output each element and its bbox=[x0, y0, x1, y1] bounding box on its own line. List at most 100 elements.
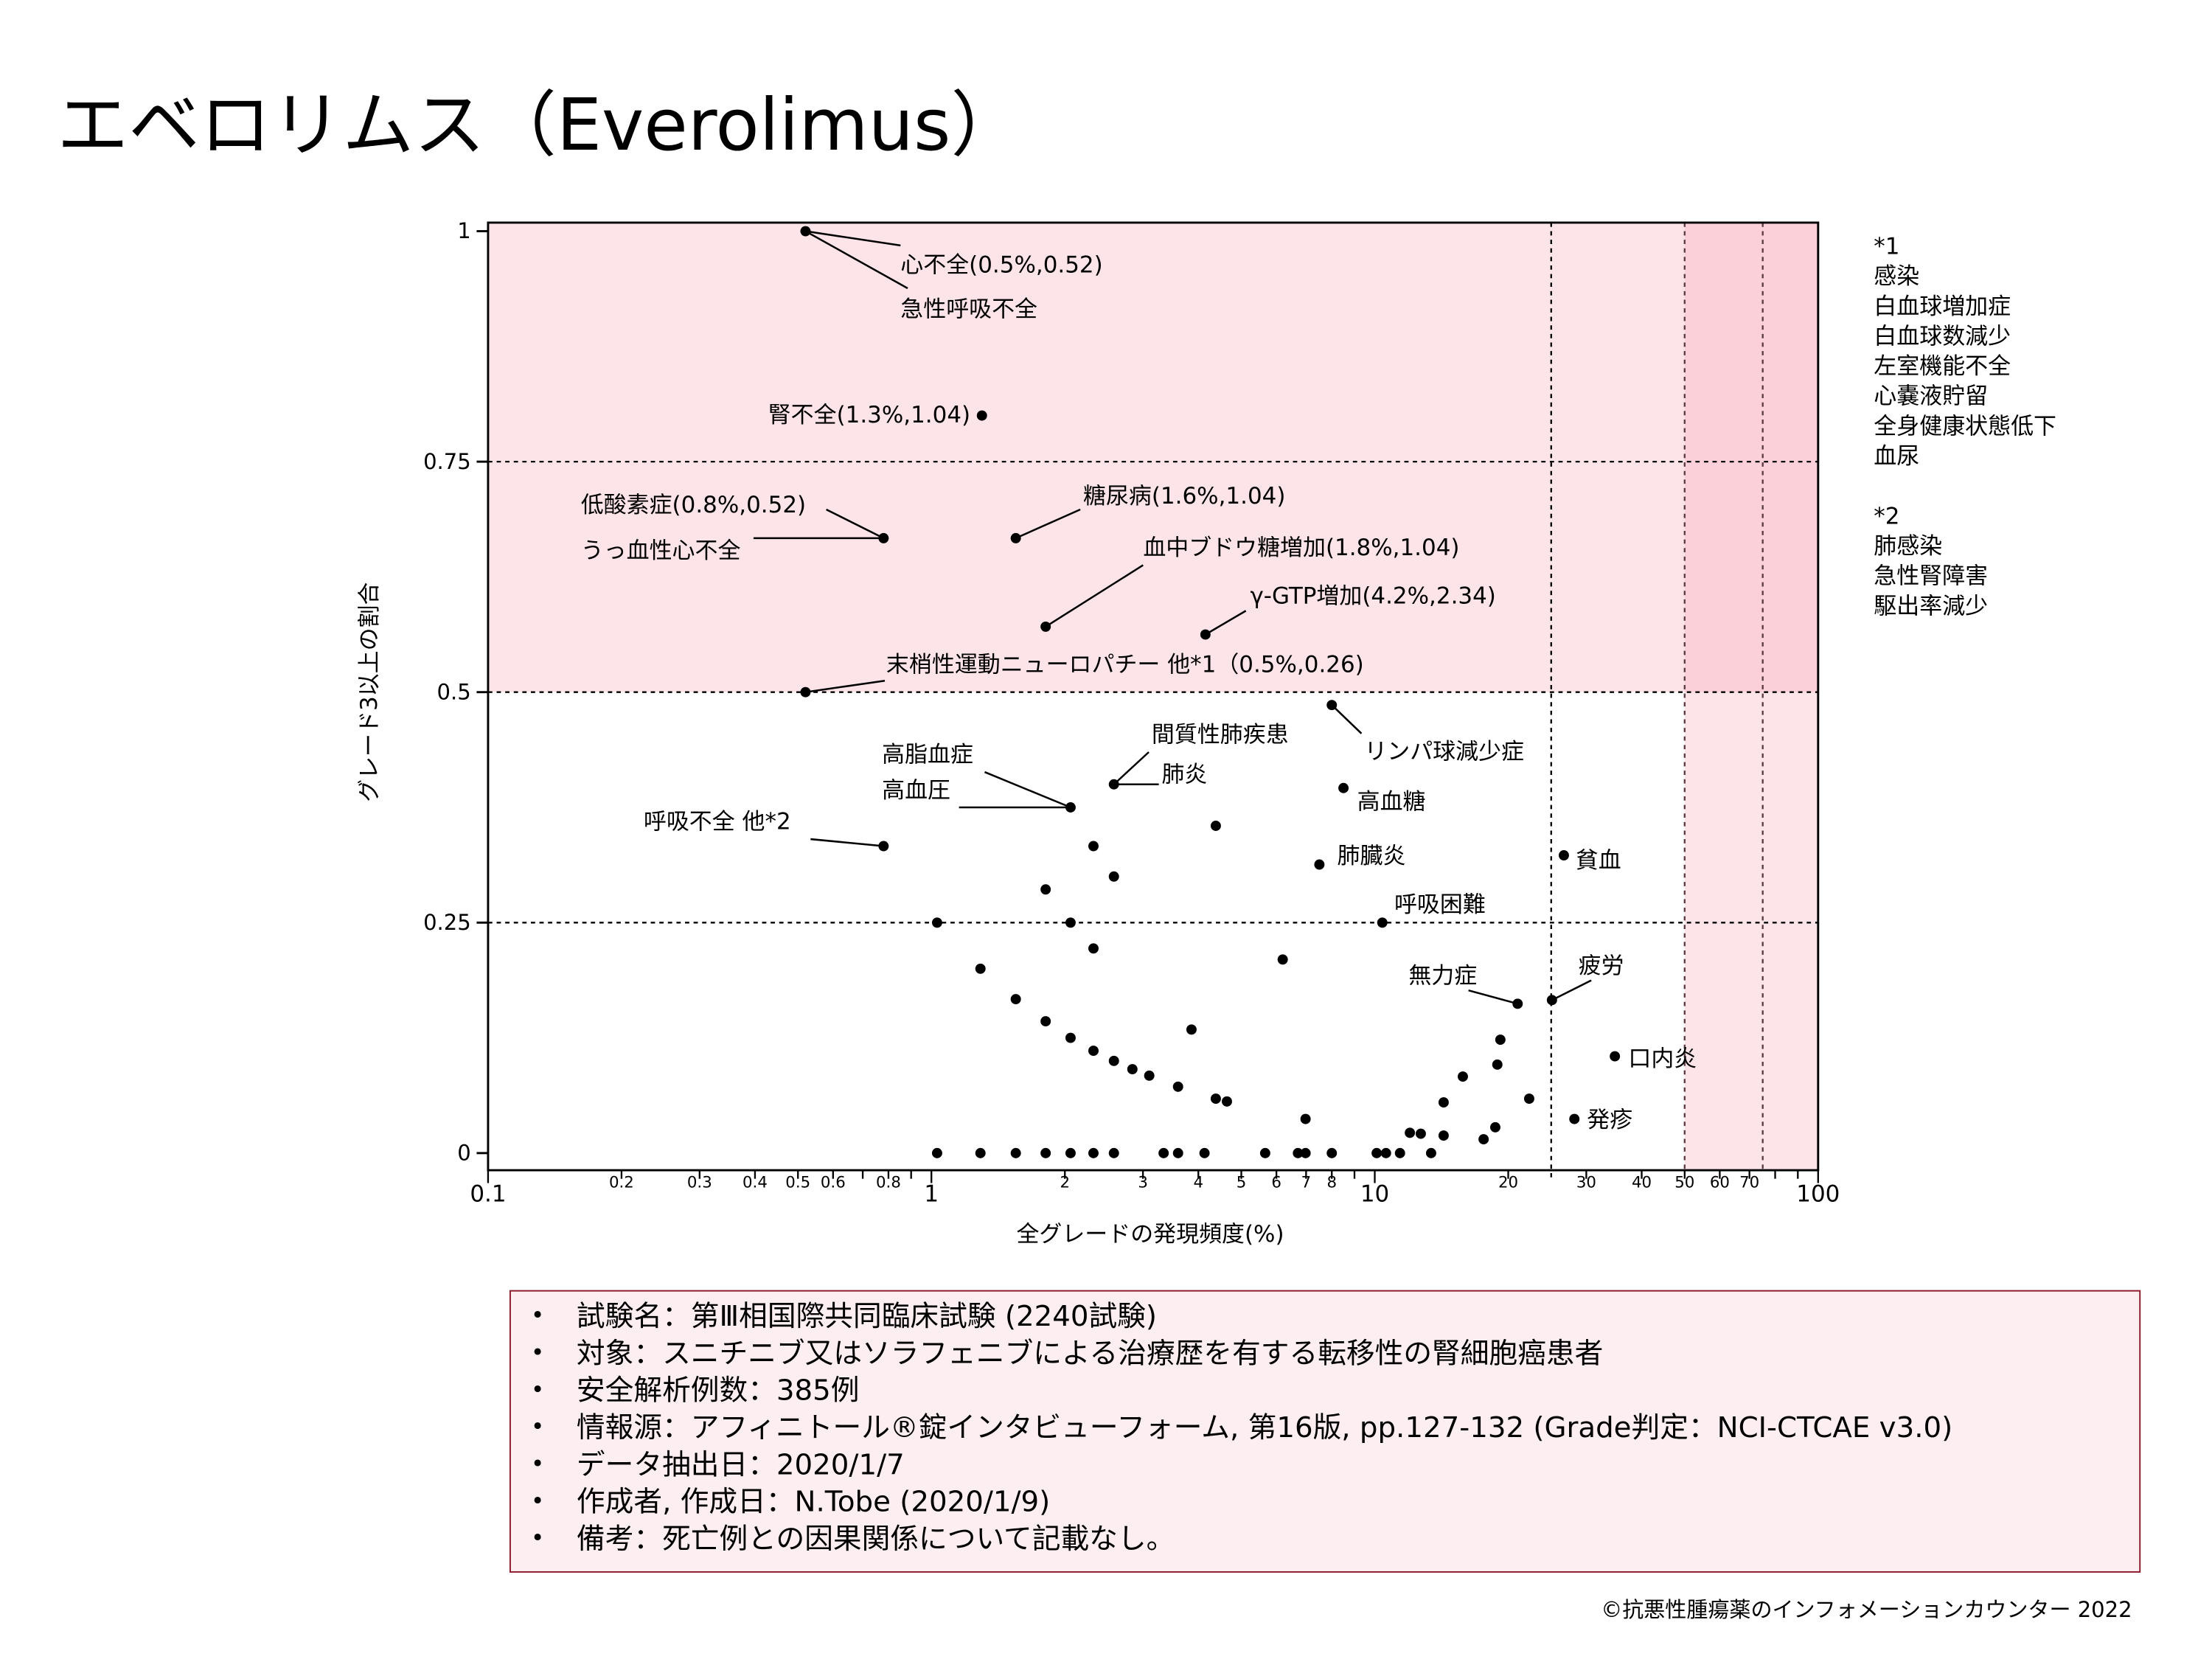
note-item: 駆出率減少 bbox=[1874, 592, 1989, 619]
data-point bbox=[1371, 1147, 1382, 1158]
leader-line bbox=[1205, 610, 1247, 636]
x-minor-tick-label: 50 bbox=[1674, 1173, 1694, 1192]
x-minor-tick-label: 7 bbox=[1301, 1173, 1312, 1192]
annotation-label: γ-GTP増加(4.2%,2.34) bbox=[1250, 583, 1495, 610]
info-item: データ抽出日：2020/1/7 bbox=[511, 1446, 2139, 1483]
annotation-label: 末梢性運動ニューロパチー 他*1（0.5%,0.26) bbox=[886, 652, 1364, 678]
data-point bbox=[878, 841, 889, 852]
y-tick-label: 0.75 bbox=[423, 449, 471, 474]
data-point bbox=[1088, 1046, 1099, 1057]
data-point bbox=[1186, 1024, 1197, 1035]
page-title: エベロリムス（Everolimus） bbox=[57, 84, 1023, 167]
x-minor-tick-label: 4 bbox=[1193, 1173, 1203, 1192]
data-point bbox=[975, 963, 986, 974]
data-point bbox=[1338, 782, 1349, 793]
data-point bbox=[1492, 1059, 1503, 1070]
plot-frame bbox=[487, 221, 1820, 1172]
note-item: 急性腎障害 bbox=[1874, 562, 1989, 590]
info-item: 備考：死亡例との因果関係について記載なし。 bbox=[511, 1520, 2139, 1557]
annotation-label: 高脂血症 bbox=[882, 742, 973, 768]
info-item: 情報源：アフィニトール®錠インタビューフォーム, 第16版, pp.127-13… bbox=[511, 1408, 2139, 1445]
data-point bbox=[1065, 917, 1076, 928]
x-minor-tick-label: 0.5 bbox=[785, 1173, 810, 1192]
data-point bbox=[1438, 1097, 1449, 1108]
shaded-region-overlap bbox=[1684, 222, 1818, 692]
data-point bbox=[1610, 1051, 1621, 1062]
x-axis-label: 全グレードの発現頻度(%) bbox=[1016, 1221, 1284, 1248]
note1-title: *1 bbox=[1874, 232, 1900, 260]
data-point bbox=[931, 917, 942, 928]
data-point bbox=[1438, 1130, 1449, 1141]
data-point bbox=[1088, 841, 1099, 852]
data-point bbox=[1222, 1096, 1232, 1107]
leader-line bbox=[984, 771, 1071, 809]
shaded-region-high-grade bbox=[487, 222, 1818, 692]
annotation-label: 肺臓炎 bbox=[1338, 843, 1406, 869]
data-point bbox=[1010, 1147, 1021, 1158]
annotation-label: うっ血性心不全 bbox=[581, 538, 741, 564]
data-point bbox=[1065, 1147, 1076, 1158]
x-minor-tick-label: 60 bbox=[1710, 1173, 1730, 1192]
data-point bbox=[1040, 1016, 1051, 1027]
info-item: 作成者, 作成日：N.Tobe (2020/1/9) bbox=[511, 1483, 2139, 1520]
note-item: 肺感染 bbox=[1874, 532, 1943, 560]
data-point bbox=[1158, 1147, 1169, 1158]
x-major-tick-label: 10 bbox=[1360, 1181, 1389, 1208]
data-point bbox=[1457, 1071, 1468, 1082]
data-point bbox=[1088, 1147, 1099, 1158]
x-major-tick-label: 0.1 bbox=[470, 1181, 506, 1208]
note2-title: *2 bbox=[1874, 502, 1900, 530]
x-minor-tick-label: 8 bbox=[1326, 1173, 1337, 1192]
data-point bbox=[1394, 1147, 1405, 1158]
x-minor-tick-label: 0.3 bbox=[687, 1173, 712, 1192]
annotation-label: 腎不全(1.3%,1.04) bbox=[768, 402, 970, 428]
y-tick-label: 0 bbox=[457, 1141, 470, 1166]
note-item: 白血球数減少 bbox=[1874, 322, 2011, 350]
leader-line bbox=[1468, 990, 1518, 1005]
data-point bbox=[975, 1147, 986, 1158]
annotation-label: 糖尿病(1.6%,1.04) bbox=[1083, 483, 1285, 509]
x-minor-tick-label: 0.6 bbox=[821, 1173, 846, 1192]
data-point bbox=[1010, 994, 1021, 1005]
data-point bbox=[1478, 1134, 1489, 1145]
data-point bbox=[1300, 1147, 1311, 1158]
data-point bbox=[1559, 850, 1569, 860]
note-item: 心嚢液貯留 bbox=[1874, 382, 1989, 410]
info-item: 試験名：第Ⅲ相国際共同臨床試験 (2240試験) bbox=[511, 1297, 2139, 1334]
data-point bbox=[1490, 1121, 1500, 1133]
annotation-label: 呼吸不全 他*2 bbox=[644, 809, 791, 835]
data-point bbox=[1172, 1147, 1183, 1158]
data-point bbox=[1144, 1070, 1155, 1081]
data-point bbox=[1569, 1113, 1580, 1124]
note-item: 左室機能不全 bbox=[1874, 352, 2011, 380]
data-point bbox=[1405, 1127, 1416, 1138]
annotation-label: 間質性肺疾患 bbox=[1152, 721, 1289, 748]
copyright-footer: ©抗悪性腫瘍薬のインフォメーションカウンター 2022 bbox=[1601, 1596, 2132, 1623]
footnotes: *1 感染 白血球増加症 白血球数減少 左室機能不全 心嚢液貯留 全身健康状態低下 血尿 *… bbox=[1874, 232, 2056, 621]
data-point bbox=[1425, 1147, 1436, 1158]
data-point bbox=[1210, 821, 1221, 831]
leader-line bbox=[1331, 704, 1363, 734]
leader-line bbox=[804, 230, 908, 290]
data-point bbox=[1300, 1113, 1311, 1124]
leader-line bbox=[1045, 564, 1144, 627]
data-point bbox=[1523, 1093, 1534, 1105]
info-item: 安全解析例数：385例 bbox=[511, 1371, 2139, 1408]
annotation-label: リンパ球減少症 bbox=[1364, 739, 1524, 765]
x-minor-tick-label: 20 bbox=[1498, 1173, 1518, 1192]
annotation-label: 低酸素症(0.8%,0.52) bbox=[581, 492, 806, 518]
data-point bbox=[931, 1147, 942, 1158]
x-major-tick-label: 1 bbox=[924, 1181, 939, 1208]
data-point bbox=[1512, 998, 1523, 1009]
x-minor-tick-label: 5 bbox=[1237, 1173, 1247, 1192]
x-major-tick-label: 100 bbox=[1796, 1181, 1840, 1208]
note-item: 全身健康状態低下 bbox=[1874, 412, 2057, 440]
leader-line bbox=[805, 679, 886, 693]
info-item: 対象：スニチニブ又はソラフェニブによる治療歴を有する転移性の腎細胞癌患者 bbox=[511, 1335, 2139, 1371]
note-item: 感染 bbox=[1874, 262, 1920, 290]
x-minor-tick-label: 0.8 bbox=[876, 1173, 901, 1192]
leader-line bbox=[1015, 508, 1081, 540]
y-tick-label: 0.25 bbox=[423, 910, 471, 935]
data-point bbox=[1040, 1147, 1051, 1158]
